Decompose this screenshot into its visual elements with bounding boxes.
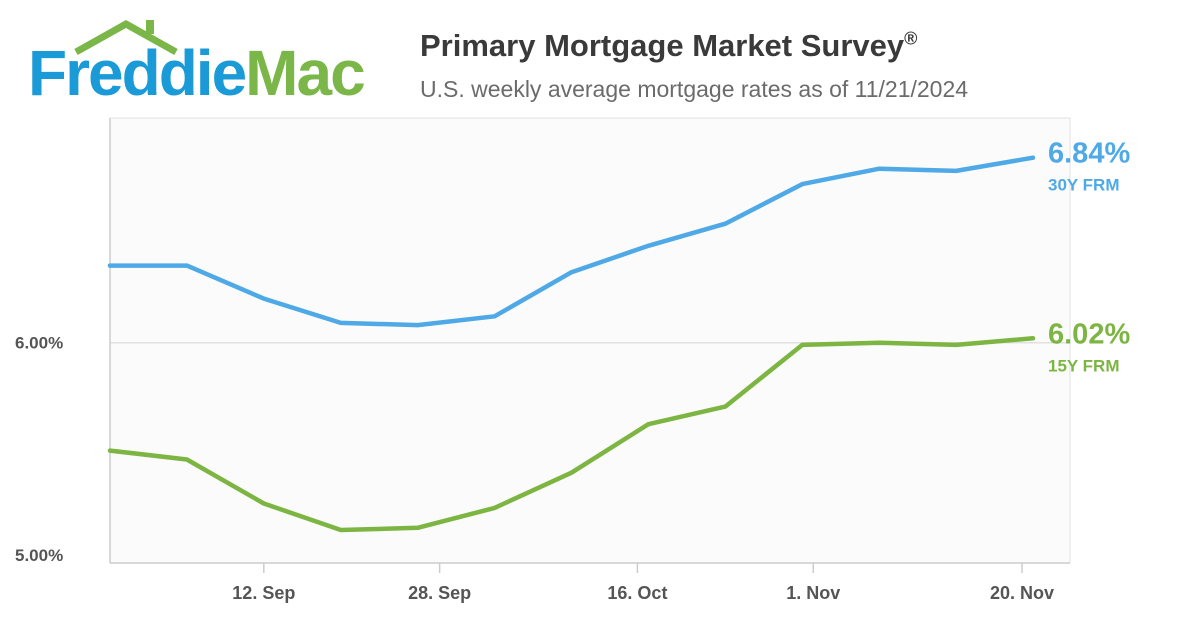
y-tick-label: 5.00% — [15, 546, 63, 565]
data-point — [492, 505, 497, 510]
data-point — [646, 422, 651, 427]
freddie-mac-logo: FreddieMac — [28, 18, 388, 108]
data-point — [184, 263, 189, 268]
data-point — [569, 270, 574, 275]
data-point — [646, 243, 651, 248]
data-point — [723, 221, 728, 226]
series-name-label: 15Y FRM — [1048, 356, 1120, 375]
data-point — [954, 342, 959, 347]
x-tick-label: 28. Sep — [408, 583, 471, 603]
data-point — [723, 404, 728, 409]
data-point — [877, 340, 882, 345]
x-tick-label: 20. Nov — [990, 583, 1054, 603]
data-point — [108, 263, 112, 268]
logo-mac-text: Mac — [245, 37, 365, 109]
plot-area — [109, 117, 1071, 564]
logo-freddie-text: Freddie — [28, 37, 247, 109]
house-roof-icon — [74, 19, 178, 56]
data-point — [1031, 336, 1035, 341]
end-value-label: 6.02% — [1048, 318, 1130, 350]
data-point — [1031, 155, 1035, 160]
data-point — [877, 166, 882, 171]
data-point — [415, 525, 420, 530]
data-point — [954, 168, 959, 173]
data-point — [338, 320, 343, 325]
end-value-label: 6.84% — [1048, 138, 1130, 170]
data-point — [415, 323, 420, 328]
data-point — [338, 527, 343, 532]
x-tick-label: 1. Nov — [786, 583, 840, 603]
data-point — [108, 448, 112, 453]
chart-subtitle: U.S. weekly average mortgage rates as of… — [420, 76, 969, 102]
data-point — [569, 470, 574, 475]
data-point — [261, 501, 266, 506]
y-tick-label: 6.00% — [15, 334, 63, 353]
series-name-label: 30Y FRM — [1048, 176, 1120, 195]
data-point — [800, 182, 805, 187]
data-point — [184, 457, 189, 462]
x-tick-label: 16. Oct — [607, 583, 667, 603]
x-tick-label: 12. Sep — [232, 583, 295, 603]
data-point — [492, 314, 497, 319]
data-point — [800, 342, 805, 347]
data-point — [261, 296, 266, 301]
chart-title: Primary Mortgage Market Survey® — [420, 28, 918, 63]
